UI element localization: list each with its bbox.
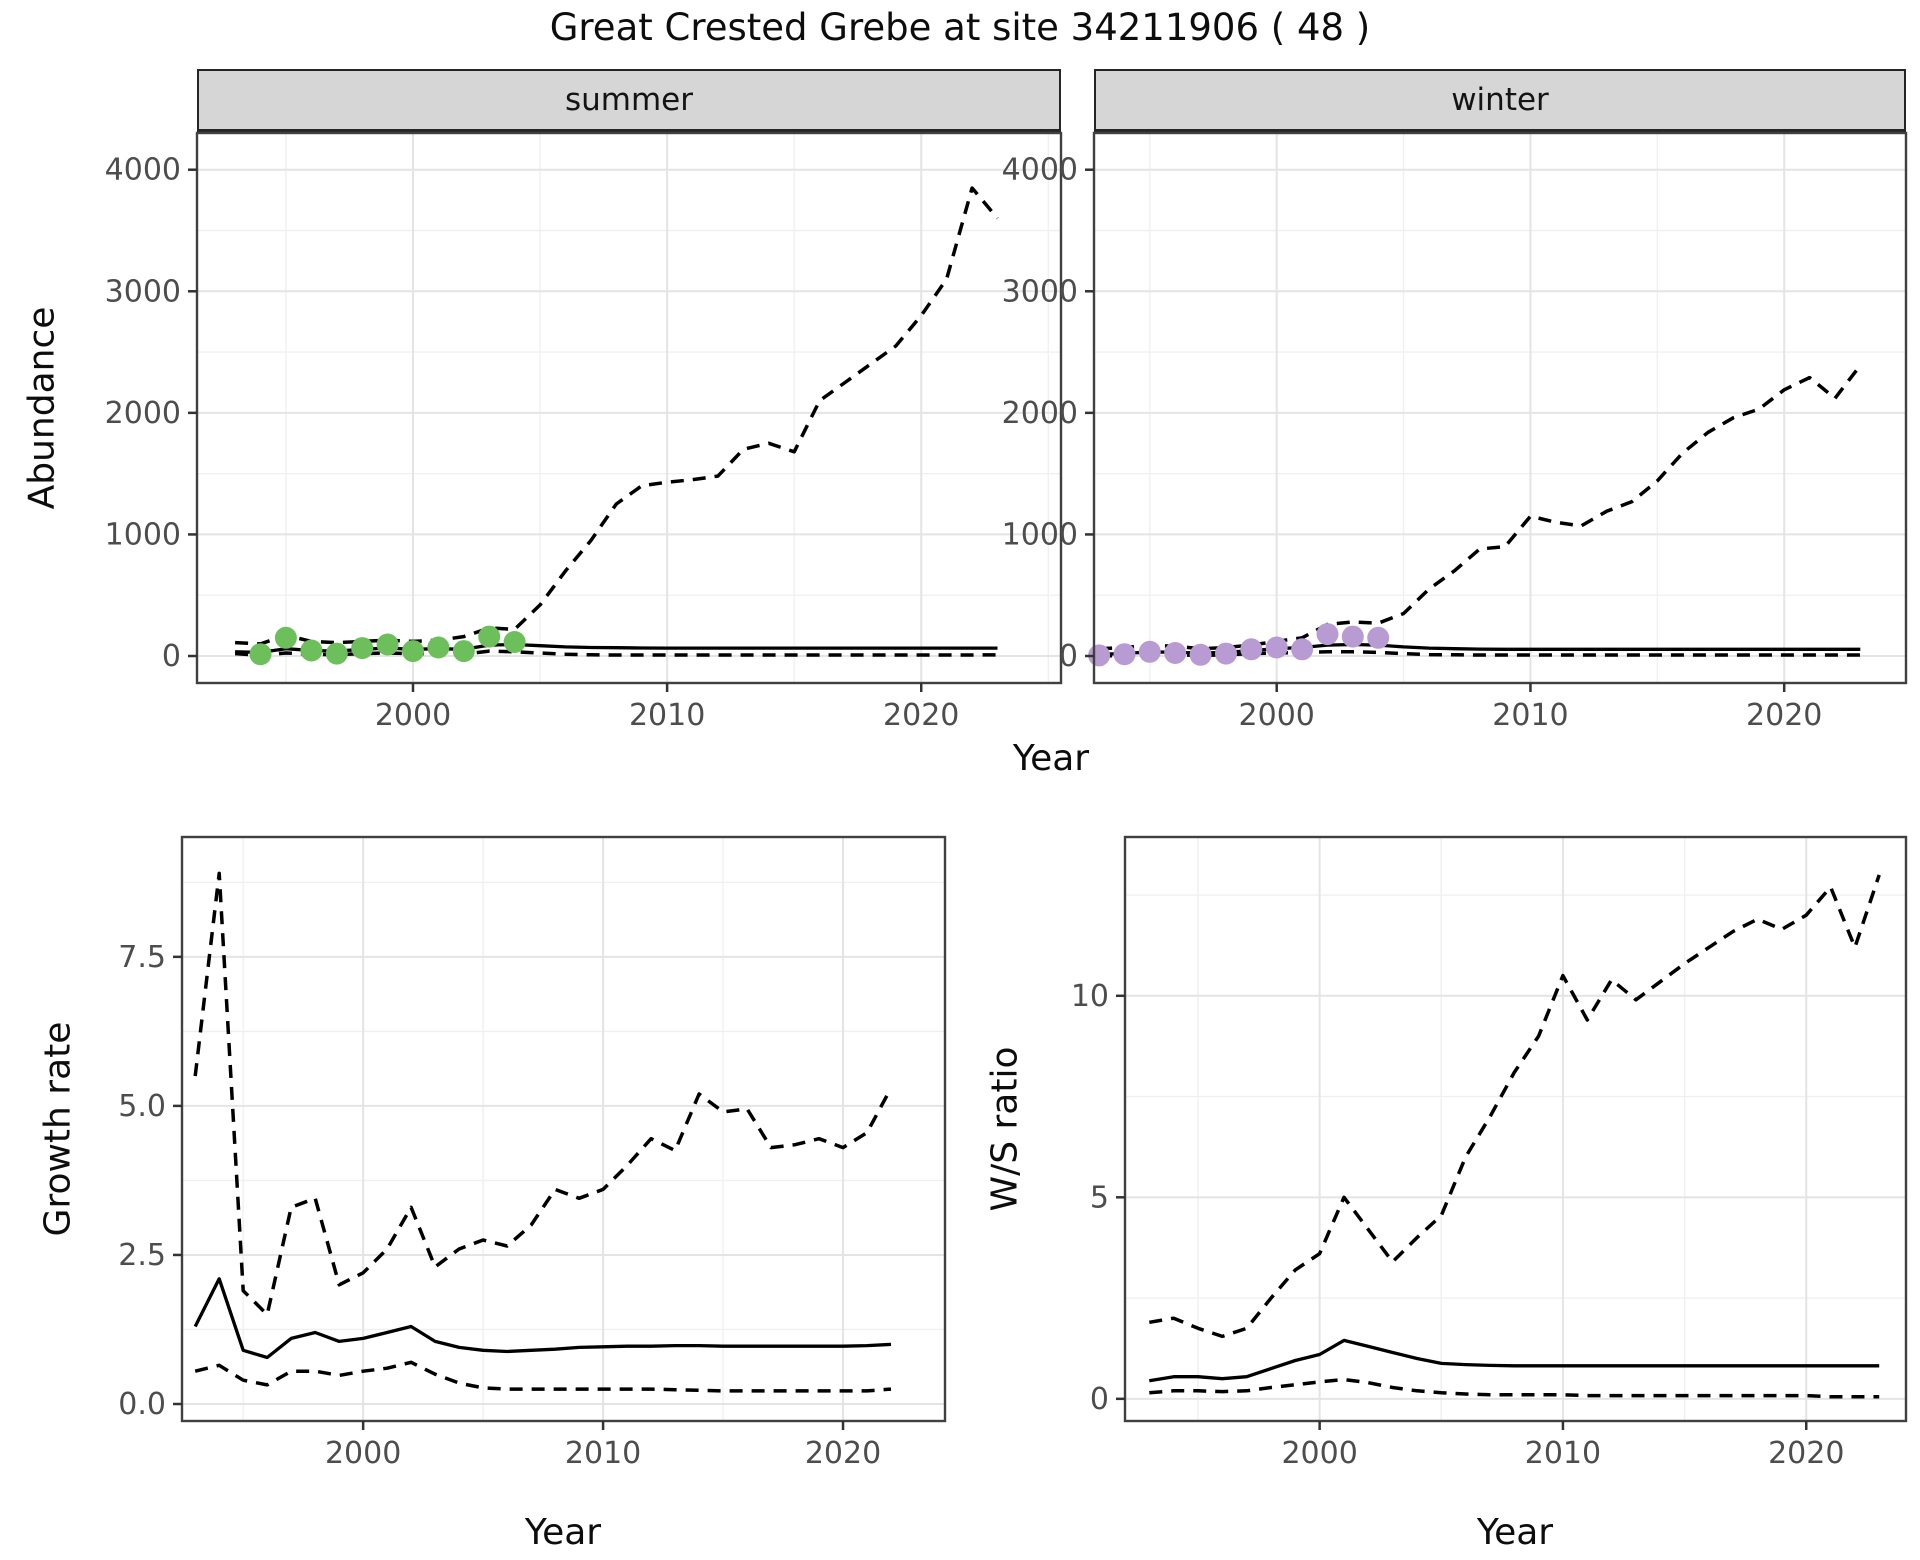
panel-background xyxy=(1125,837,1906,1421)
x-tick-label: 2020 xyxy=(883,698,959,733)
y-tick-label: 4000 xyxy=(1002,153,1078,188)
observed-point xyxy=(1291,638,1314,661)
observed-summer-points xyxy=(249,625,526,666)
observed-point xyxy=(249,643,272,666)
observed-winter-points xyxy=(1088,623,1390,667)
lower-ci-line xyxy=(1149,1377,1880,1399)
panel-border xyxy=(195,131,1063,685)
lower-ci-line xyxy=(1099,650,1861,658)
facet-strip-summer-label: summer xyxy=(564,82,693,118)
x-tick-label: 2000 xyxy=(375,698,451,733)
panel-border xyxy=(1092,131,1908,685)
observed-point xyxy=(274,626,297,649)
panel-background xyxy=(197,133,1061,683)
panel-ws_ratio: 2000 2010 2020 0 5 10 xyxy=(1071,835,1908,1471)
growth-x-axis-title: Year xyxy=(524,1512,602,1553)
y-tick-label: 3000 xyxy=(1002,274,1078,309)
upper-ci-line xyxy=(1099,364,1862,651)
x-tick-label: 2000 xyxy=(325,1436,401,1471)
x-tick-label: 2020 xyxy=(1768,1436,1844,1471)
observed-point xyxy=(478,625,501,648)
observed-point xyxy=(1367,626,1390,649)
upper-ci-line xyxy=(235,186,999,646)
y-tick-label: 2000 xyxy=(1002,396,1078,431)
y-tick-label: 3000 xyxy=(105,274,181,309)
ws-ratio-axis-title: W/S ratio xyxy=(984,1046,1026,1212)
observed-point xyxy=(1113,643,1136,666)
y-tick-label: 0.0 xyxy=(118,1387,166,1422)
y-tick-label: 1000 xyxy=(105,517,181,552)
observed-point xyxy=(1341,625,1364,648)
y-tick-label: 0 xyxy=(1059,639,1078,674)
facet-strip-winter-label: winter xyxy=(1451,82,1549,118)
observed-point xyxy=(1189,643,1212,666)
fit-line xyxy=(193,1277,892,1360)
observed-point xyxy=(1240,638,1263,661)
x-tick-label: 2000 xyxy=(1239,698,1315,733)
y-tick-label: 0 xyxy=(1090,1382,1109,1417)
observed-point xyxy=(402,640,424,663)
panel-abundance_summer: 2000 2010 2020 0 1000 2000 3000 4000 xyxy=(105,131,1063,733)
observed-point xyxy=(376,633,399,656)
x-tick-label: 2010 xyxy=(629,698,705,733)
observed-point xyxy=(300,639,323,662)
y-tick-label: 10 xyxy=(1071,979,1109,1014)
growth-rate-axis-title: Growth rate xyxy=(37,1021,79,1237)
y-tick-label: 2000 xyxy=(105,396,181,431)
facet-strip-winter: winter xyxy=(1094,69,1906,133)
upper-ci-line xyxy=(193,871,893,1317)
x-tick-label: 2020 xyxy=(805,1436,881,1471)
y-tick-label: 2.5 xyxy=(118,1238,166,1273)
lower-ci-line xyxy=(234,649,998,658)
panel-abundance_winter: 2000 2010 2020 0 1000 2000 3000 4000 xyxy=(1002,131,1908,733)
ws-x-axis-title: Year xyxy=(1476,1512,1554,1553)
observed-point xyxy=(1265,636,1288,659)
panel-background xyxy=(1094,133,1906,683)
panel-border xyxy=(1123,835,1908,1423)
observed-point xyxy=(427,636,450,659)
x-tick-label: 2000 xyxy=(1281,1436,1357,1471)
x-tick-label: 2020 xyxy=(1746,698,1822,733)
x-tick-label: 2010 xyxy=(1492,698,1568,733)
y-tick-label: 1000 xyxy=(1002,517,1078,552)
observed-point xyxy=(452,640,475,663)
observed-point xyxy=(1164,642,1187,664)
panel-border xyxy=(180,835,947,1423)
top-x-axis-title: Year xyxy=(1012,738,1090,779)
observed-point xyxy=(1215,642,1237,665)
y-tick-label: 5.0 xyxy=(118,1089,166,1124)
fit-line xyxy=(1149,1338,1880,1383)
lower-ci-line xyxy=(194,1360,892,1393)
x-tick-label: 2010 xyxy=(565,1436,641,1471)
observed-point xyxy=(503,631,526,653)
observed-point xyxy=(325,642,348,665)
y-tick-label: 4000 xyxy=(105,153,181,188)
y-tick-label: 5 xyxy=(1090,1180,1109,1215)
upper-ci-line xyxy=(1149,874,1881,1339)
observed-point xyxy=(351,637,374,660)
y-tick-label: 7.5 xyxy=(118,940,166,975)
observed-point xyxy=(1316,623,1339,646)
facet-strip-summer: summer xyxy=(197,69,1061,133)
panel-growth_rate: 2000 2010 2020 0.0 2.5 5.0 7.5 xyxy=(118,835,947,1471)
panel-background xyxy=(182,837,945,1421)
page-title: Great Crested Grebe at site 34211906 ( 4… xyxy=(549,6,1371,49)
observed-point xyxy=(1138,640,1161,663)
y-tick-label: 0 xyxy=(162,639,181,674)
x-tick-label: 2010 xyxy=(1525,1436,1601,1471)
abundance-axis-title: Abundance xyxy=(21,306,63,510)
